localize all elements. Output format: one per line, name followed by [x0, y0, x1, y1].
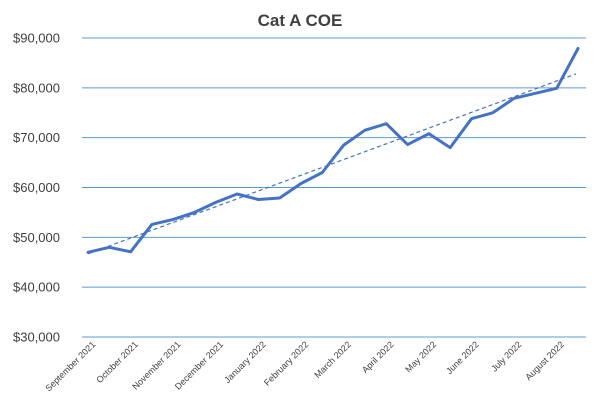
gridlines — [82, 37, 586, 338]
y-axis: $30,000 $40,000 $50,000 $60,000 $70,000 $80,0… — [13, 31, 60, 345]
x-tick-label: April 2022 — [360, 339, 396, 375]
x-tick-label: August 2022 — [523, 339, 566, 382]
chart-title: Cat A COE — [258, 11, 343, 30]
x-tick-label: March 2022 — [312, 339, 353, 380]
x-tick-label: July 2022 — [489, 339, 523, 373]
x-tick-label: October 2021 — [94, 339, 140, 385]
x-tick-label: January 2022 — [222, 339, 268, 385]
series-line — [86, 47, 580, 254]
y-tick-label: $60,000 — [13, 180, 60, 195]
y-tick-label: $70,000 — [13, 130, 60, 145]
x-tick-label: February 2022 — [262, 339, 310, 387]
y-tick-label: $40,000 — [13, 280, 60, 295]
y-tick-label: $30,000 — [13, 330, 60, 345]
x-tick-label: September 2021 — [43, 339, 97, 393]
trendline — [87, 73, 577, 255]
y-tick-label: $90,000 — [13, 31, 60, 46]
y-tick-label: $80,000 — [13, 80, 60, 95]
x-tick-label: June 2022 — [444, 339, 481, 376]
x-tick-label: May 2022 — [403, 339, 438, 374]
y-tick-label: $50,000 — [13, 230, 60, 245]
plot-area — [86, 47, 580, 255]
